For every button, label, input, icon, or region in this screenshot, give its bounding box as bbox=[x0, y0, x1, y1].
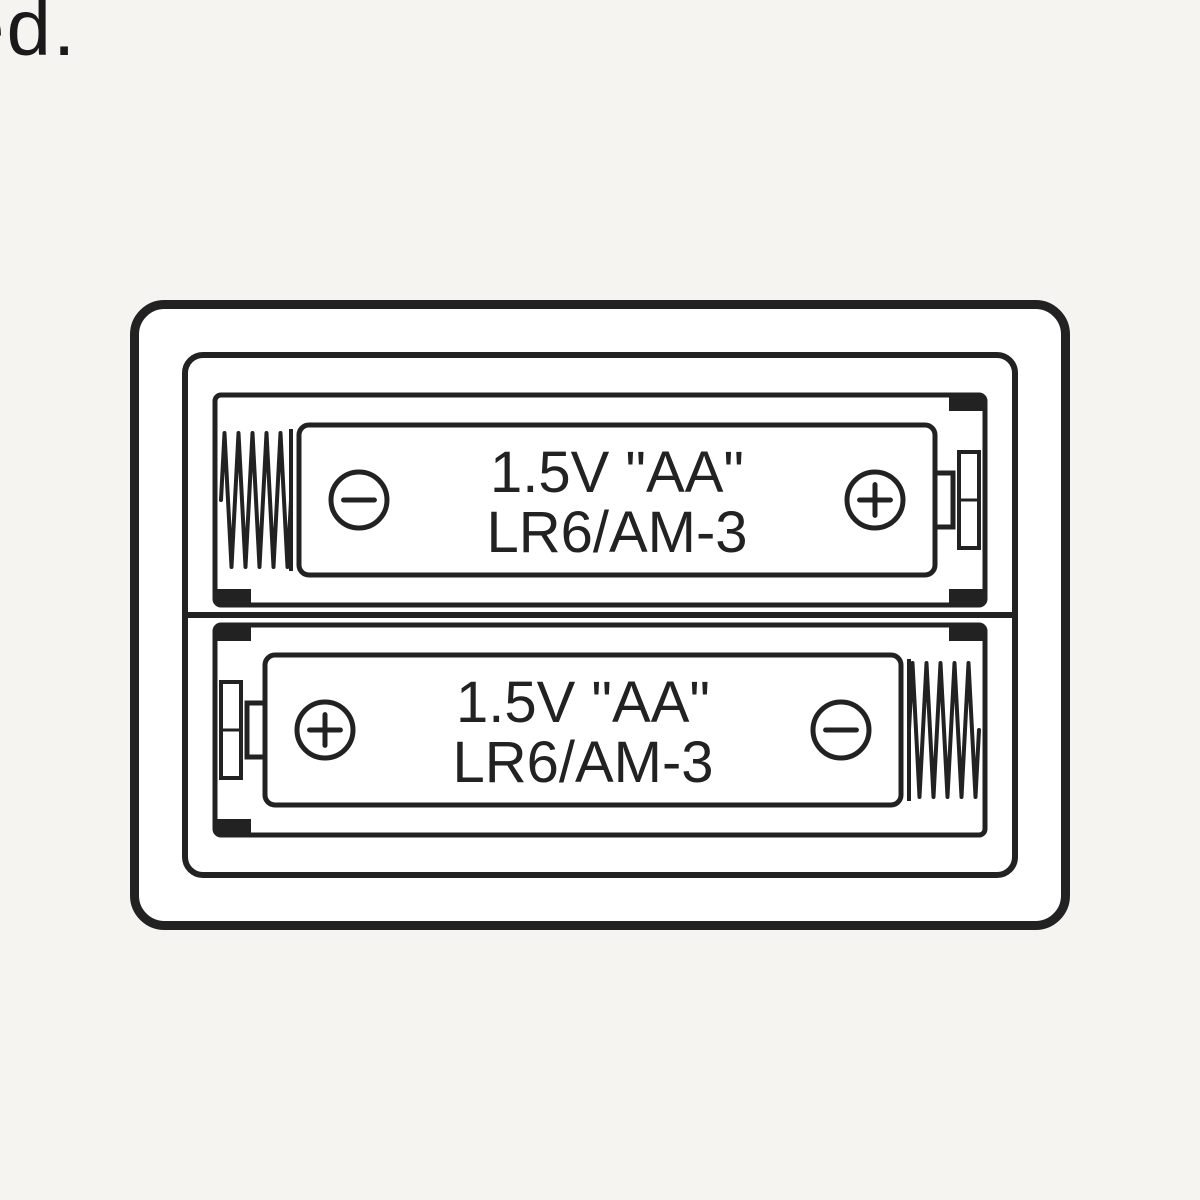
cropped-text-fragment: ed. bbox=[0, 0, 77, 74]
battery-label-line1: 1.5V "AA" bbox=[490, 440, 744, 505]
battery-label-line2: LR6/AM-3 bbox=[452, 730, 713, 795]
battery-compartment-diagram: 1.5V "AA"LR6/AM-31.5V "AA"LR6/AM-3 bbox=[130, 300, 1070, 930]
battery-label-line1: 1.5V "AA" bbox=[456, 670, 710, 735]
battery-label-line2: LR6/AM-3 bbox=[486, 500, 747, 565]
